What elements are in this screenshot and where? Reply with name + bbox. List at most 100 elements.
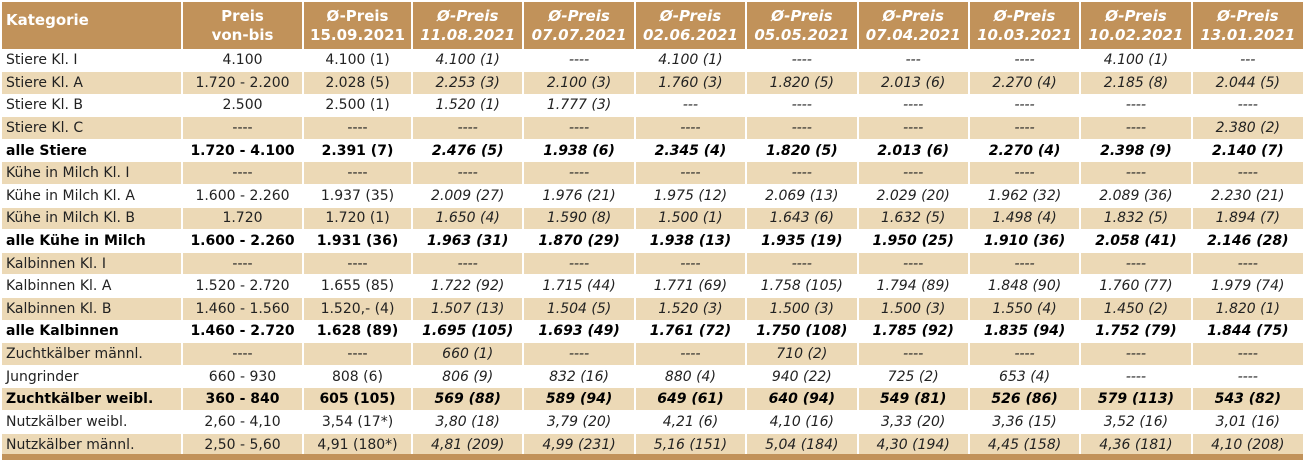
avg-price-cell: ---- bbox=[968, 161, 1082, 185]
header-avg-price-8: Ø-Preis 10.03.2021 bbox=[968, 2, 1082, 49]
avg-price-cell: 1.500 (3) bbox=[746, 297, 859, 321]
avg-price-cell: 4,10 (16) bbox=[746, 410, 859, 434]
avg-price-cell: 832 (16) bbox=[523, 364, 636, 388]
header-row: Kategorie Preis von-bis Ø-Preis 15.09.2021 Ø-… bbox=[2, 2, 1303, 49]
avg-price-cell: 2.270 (4) bbox=[968, 71, 1082, 95]
avg-price-cell: 710 (2) bbox=[746, 342, 859, 366]
avg-price-cell: ---- bbox=[746, 116, 859, 140]
avg-price-cell: 640 (94) bbox=[746, 387, 859, 411]
header-line1: Ø-Preis bbox=[771, 6, 833, 25]
avg-price-cell: --- bbox=[857, 48, 970, 72]
header-price-range: Preis von-bis bbox=[182, 2, 304, 49]
table-total-row: alle Kühe in Milch 1.600 - 2.260 1.931 (36… bbox=[2, 229, 1303, 253]
avg-price-cell: 4.100 (1) bbox=[1080, 48, 1193, 72]
avg-price-cell: 2.398 (9) bbox=[1080, 138, 1193, 162]
avg-price-cell: 1.758 (105) bbox=[746, 274, 859, 298]
avg-price-cell: 569 (88) bbox=[412, 387, 525, 411]
price-range-cell: ---- bbox=[182, 251, 304, 275]
avg-price-cell: 1.760 (3) bbox=[634, 71, 748, 95]
category-cell: Stiere Kl. A bbox=[2, 71, 183, 95]
avg-price-cell: ---- bbox=[1080, 116, 1193, 140]
avg-price-cell: 1.820 (5) bbox=[746, 138, 859, 162]
price-range-cell: 1.720 - 4.100 bbox=[182, 138, 304, 162]
avg-price-cell: 1.844 (75) bbox=[1191, 319, 1303, 343]
category-cell: Kalbinnen Kl. I bbox=[2, 251, 183, 275]
table-row: Kalbinnen Kl. B 1.460 - 1.560 1.520,- (4) 1… bbox=[2, 297, 1303, 321]
avg-price-cell: 1.785 (92) bbox=[857, 319, 970, 343]
avg-price-cell: ---- bbox=[746, 251, 859, 275]
avg-price-cell: 1.832 (5) bbox=[1080, 206, 1193, 230]
avg-price-cell: 2.100 (3) bbox=[523, 71, 636, 95]
header-line1: Ø-Preis bbox=[1217, 6, 1279, 25]
avg-price-cell: 4,99 (231) bbox=[523, 432, 636, 456]
avg-price-cell: ---- bbox=[634, 161, 748, 185]
avg-price-cell: 1.695 (105) bbox=[412, 319, 525, 343]
header-line2: 13.01.2021 bbox=[1200, 25, 1296, 44]
price-range-cell: 2,50 - 5,60 bbox=[182, 432, 304, 456]
table-row: Nutzkälber weibl. 2,60 - 4,10 3,54 (17*) 3,… bbox=[2, 410, 1303, 434]
table-row: Kühe in Milch Kl. I ---- ---- ---- ---- ---- -… bbox=[2, 161, 1303, 185]
avg-price-cell: ---- bbox=[303, 342, 413, 366]
avg-price-cell: 1.975 (12) bbox=[634, 184, 748, 208]
avg-price-cell: 5,04 (184) bbox=[746, 432, 859, 456]
price-range-cell: ---- bbox=[182, 342, 304, 366]
avg-price-cell: ---- bbox=[1080, 364, 1193, 388]
avg-price-cell: 2.009 (27) bbox=[412, 184, 525, 208]
avg-price-cell: 660 (1) bbox=[412, 342, 525, 366]
avg-price-cell: 2.345 (4) bbox=[634, 138, 748, 162]
avg-price-cell: 1.931 (36) bbox=[303, 229, 413, 253]
category-cell: alle Stiere bbox=[2, 138, 183, 162]
avg-price-cell: 1.950 (25) bbox=[857, 229, 970, 253]
table-row: Stiere Kl. B 2.500 2.500 (1) 1.520 (1) 1.777… bbox=[2, 93, 1303, 117]
avg-price-cell: 2.380 (2) bbox=[1191, 116, 1303, 140]
header-line2: 02.06.2021 bbox=[642, 25, 738, 44]
header-line1: Ø-Preis bbox=[436, 6, 499, 25]
avg-price-cell: 1.894 (7) bbox=[1191, 206, 1303, 230]
category-cell: Nutzkälber weibl. bbox=[2, 410, 183, 434]
avg-price-cell: 4.100 (1) bbox=[303, 48, 413, 72]
avg-price-cell: 1.777 (3) bbox=[523, 93, 636, 117]
price-range-cell: 1.720 bbox=[182, 206, 304, 230]
header-avg-price-3: Ø-Preis 11.08.2021 bbox=[412, 2, 525, 49]
avg-price-cell: 4,21 (6) bbox=[634, 410, 748, 434]
avg-price-cell: ---- bbox=[857, 342, 970, 366]
avg-price-cell: 1.722 (92) bbox=[412, 274, 525, 298]
price-range-cell: 1.520 - 2.720 bbox=[182, 274, 304, 298]
avg-price-cell: ---- bbox=[634, 116, 748, 140]
avg-price-cell: 1.979 (74) bbox=[1191, 274, 1303, 298]
table-row: Kühe in Milch Kl. B 1.720 1.720 (1) 1.650 (… bbox=[2, 206, 1303, 230]
avg-price-cell: 1.937 (35) bbox=[303, 184, 413, 208]
avg-price-cell: 880 (4) bbox=[634, 364, 748, 388]
avg-price-cell: 3,79 (20) bbox=[523, 410, 636, 434]
header-line2: von-bis bbox=[211, 25, 274, 44]
avg-price-cell: ---- bbox=[634, 342, 748, 366]
header-line2: 05.05.2021 bbox=[754, 25, 850, 44]
avg-price-cell: 579 (113) bbox=[1080, 387, 1193, 411]
avg-price-cell: 589 (94) bbox=[523, 387, 636, 411]
avg-price-cell: 543 (82) bbox=[1191, 387, 1303, 411]
price-range-cell: 360 - 840 bbox=[182, 387, 304, 411]
table-row: Kalbinnen Kl. I ---- ---- ---- ---- ---- ---- -… bbox=[2, 251, 1303, 275]
category-cell: Kalbinnen Kl. A bbox=[2, 274, 183, 298]
avg-price-cell: 2.013 (6) bbox=[857, 71, 970, 95]
header-line1: Ø-Preis bbox=[1105, 6, 1167, 25]
avg-price-cell: 1.820 (5) bbox=[746, 71, 859, 95]
avg-price-cell: 4.100 (1) bbox=[634, 48, 748, 72]
avg-price-cell: 2.140 (7) bbox=[1191, 138, 1303, 162]
avg-price-cell: ---- bbox=[746, 93, 859, 117]
header-line1: Ø-Preis bbox=[882, 6, 944, 25]
avg-price-cell: 1.910 (36) bbox=[968, 229, 1082, 253]
avg-price-cell: 549 (81) bbox=[857, 387, 970, 411]
header-line2: 15.09.2021 bbox=[310, 25, 405, 44]
avg-price-cell: 3,52 (16) bbox=[1080, 410, 1193, 434]
table-body: Stiere Kl. I 4.100 4.100 (1) 4.100 (1) ---- 4… bbox=[2, 48, 1303, 456]
avg-price-cell: 1.715 (44) bbox=[523, 274, 636, 298]
avg-price-cell: 1.820 (1) bbox=[1191, 297, 1303, 321]
price-range-cell: 1.600 - 2.260 bbox=[182, 184, 304, 208]
avg-price-cell: 2.013 (6) bbox=[857, 138, 970, 162]
price-range-cell: 2,60 - 4,10 bbox=[182, 410, 304, 434]
avg-price-cell: 940 (22) bbox=[746, 364, 859, 388]
avg-price-cell: ---- bbox=[857, 161, 970, 185]
header-line2: 11.08.2021 bbox=[420, 25, 516, 44]
